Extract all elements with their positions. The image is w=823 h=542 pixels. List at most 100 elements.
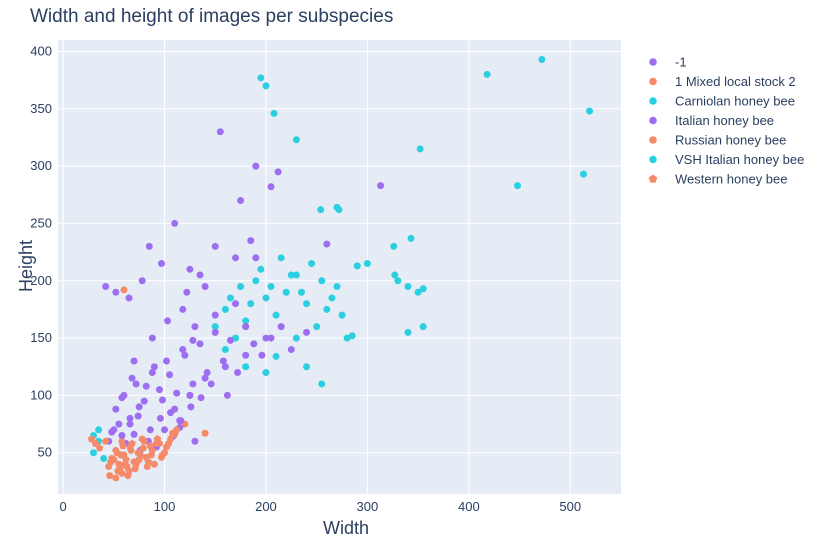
data-point <box>247 300 255 308</box>
data-point <box>112 405 120 413</box>
data-point <box>125 467 133 475</box>
legend-item[interactable]: Italian honey bee <box>649 113 774 128</box>
data-point <box>201 282 209 290</box>
data-point <box>132 380 140 388</box>
data-point <box>203 368 211 376</box>
legend-label: Russian honey bee <box>675 133 786 148</box>
data-point <box>234 368 242 376</box>
data-point <box>242 363 250 371</box>
data-point <box>391 271 399 279</box>
data-point <box>201 429 209 437</box>
data-point <box>87 435 96 443</box>
legend-item[interactable]: Carniolan honey bee <box>649 94 795 109</box>
x-tick-label: 300 <box>357 499 379 514</box>
data-point <box>102 282 110 290</box>
data-point <box>179 346 187 354</box>
data-point <box>318 277 326 285</box>
y-tick-label: 350 <box>30 101 52 116</box>
data-point <box>101 437 110 445</box>
data-point <box>148 334 156 342</box>
data-point <box>170 430 179 438</box>
data-point <box>404 328 412 336</box>
data-point <box>122 455 130 463</box>
data-point <box>113 448 121 456</box>
data-point <box>258 351 266 359</box>
legend-label: Carniolan honey bee <box>675 94 795 109</box>
data-point <box>262 334 270 342</box>
y-tick-label: 50 <box>38 445 52 460</box>
data-point <box>164 317 172 325</box>
data-point <box>287 271 295 279</box>
data-point <box>303 363 311 371</box>
data-point <box>106 457 115 466</box>
data-point <box>211 323 219 331</box>
data-point <box>292 136 300 144</box>
legend: -1 1 Mixed local stock 2 Carniolan honey b… <box>648 55 804 187</box>
data-point <box>226 294 234 302</box>
y-axis-title: Height <box>16 240 36 292</box>
data-point <box>287 346 295 354</box>
data-point <box>297 288 305 296</box>
legend-marker <box>649 58 657 66</box>
data-point <box>110 426 118 434</box>
data-point <box>186 265 194 273</box>
data-point <box>323 240 331 248</box>
legend-item[interactable]: -1 <box>649 55 687 70</box>
data-point <box>262 82 270 90</box>
data-point <box>120 286 128 294</box>
data-point <box>252 162 260 170</box>
legend-item[interactable]: Russian honey bee <box>649 133 786 148</box>
x-tick-label: 400 <box>458 499 480 514</box>
data-point <box>158 396 166 404</box>
data-point <box>404 282 412 290</box>
y-tick-label: 300 <box>30 158 52 173</box>
data-point <box>348 332 356 340</box>
data-point <box>292 271 300 279</box>
plot-area <box>58 40 621 494</box>
data-point <box>166 371 174 379</box>
data-point <box>134 412 142 420</box>
data-point <box>323 305 331 313</box>
data-point <box>112 474 120 482</box>
data-point <box>232 254 240 262</box>
data-point <box>140 397 148 405</box>
data-point <box>120 391 128 399</box>
data-point <box>419 285 427 293</box>
data-point <box>164 439 173 447</box>
data-point <box>139 444 147 452</box>
y-tick-label: 200 <box>30 273 52 288</box>
data-point <box>483 70 491 78</box>
data-point <box>136 451 144 459</box>
y-tick-label: 100 <box>30 387 52 402</box>
data-point <box>183 288 191 296</box>
data-point <box>579 170 587 178</box>
data-point <box>116 464 124 472</box>
legend-item[interactable]: VSH Italian honey bee <box>649 152 804 167</box>
data-point <box>179 305 187 313</box>
data-point <box>267 334 275 342</box>
data-point <box>586 107 594 115</box>
data-point <box>292 334 300 342</box>
legend-item[interactable]: 1 Mixed local stock 2 <box>649 74 796 89</box>
data-point <box>237 282 245 290</box>
legend-item[interactable]: Western honey bee <box>648 172 788 187</box>
data-point <box>138 277 146 285</box>
data-point <box>267 282 275 290</box>
data-point <box>394 277 402 285</box>
data-point <box>414 288 422 296</box>
legend-marker <box>649 155 657 164</box>
data-point <box>146 426 154 434</box>
data-point <box>252 254 260 262</box>
data-point <box>196 271 204 279</box>
data-point <box>514 182 522 190</box>
data-point <box>142 382 150 390</box>
data-point <box>119 441 127 450</box>
data-point <box>318 380 326 388</box>
data-point <box>196 340 204 348</box>
data-point <box>223 391 231 399</box>
data-point <box>157 260 165 268</box>
y-tick-labels: 50 100 150 200 250 300 350 400 <box>30 43 52 459</box>
y-tick-label: 400 <box>30 43 52 58</box>
legend-marker <box>649 77 657 86</box>
